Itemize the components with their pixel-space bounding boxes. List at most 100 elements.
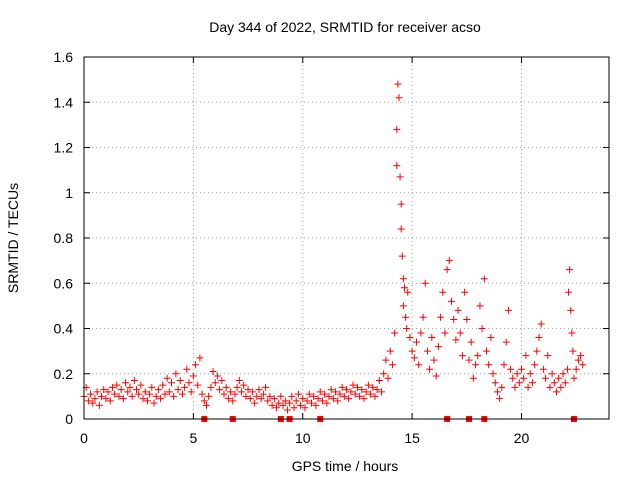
data-point: [539, 365, 547, 373]
x-axis-label: GPS time / hours: [292, 458, 399, 474]
data-point: [343, 386, 350, 394]
data-point: [108, 383, 116, 391]
data-point: [301, 404, 309, 412]
data-point: [439, 288, 447, 296]
tick-labels: 0 5 10 15 20 0 0.2 0.4 0.6 0.8 1 1.2 1.4 1.6: [54, 49, 530, 446]
data-point: [550, 379, 558, 387]
data-point: [391, 329, 399, 337]
data-point: [275, 399, 283, 407]
data-point: [148, 383, 156, 391]
data-point: [448, 297, 455, 305]
y-tick-label: 0.4: [54, 321, 74, 337]
data-point: [367, 390, 375, 398]
x-tick-label: 5: [189, 430, 197, 446]
data-point: [268, 401, 276, 409]
data-point: [397, 200, 405, 208]
data-point: [310, 392, 318, 400]
data-point: [299, 395, 307, 403]
data-point: [502, 338, 510, 346]
data-point: [349, 381, 357, 389]
data-point: [572, 365, 580, 373]
data-point: [194, 381, 202, 389]
data-point: [450, 315, 458, 323]
data-point: [347, 388, 355, 396]
x-tick-label: 15: [404, 430, 420, 446]
data-point: [334, 397, 342, 405]
data-point: [196, 354, 204, 362]
data-point: [458, 352, 466, 360]
data-point: [413, 338, 420, 346]
y-tick-label: 1.4: [54, 94, 74, 110]
data-point: [168, 379, 175, 387]
data-point: [117, 386, 125, 394]
data-point: [187, 388, 195, 396]
data-point: [209, 367, 217, 375]
data-point: [159, 381, 167, 389]
data-point: [130, 377, 138, 385]
data-point: [338, 383, 346, 391]
data-point: [498, 383, 506, 391]
data-point: [297, 401, 305, 409]
data-point: [135, 390, 143, 398]
data-point: [321, 390, 329, 398]
data-point: [437, 313, 445, 321]
data-point: [489, 370, 497, 378]
data-point: [279, 401, 287, 409]
chart-title: Day 344 of 2022, SRMTID for receiver acs…: [209, 19, 481, 35]
data-point: [238, 388, 245, 396]
data-point: [408, 347, 416, 355]
data-point: [496, 395, 504, 403]
data-point: [143, 397, 151, 405]
data-point: [246, 395, 254, 403]
data-point: [553, 388, 560, 396]
data-point: [356, 392, 364, 400]
data-point: [568, 329, 576, 337]
data-point: [262, 383, 270, 391]
data-point: [98, 392, 105, 400]
data-point: [244, 386, 252, 394]
data-point: [483, 347, 490, 355]
data-point: [161, 390, 169, 398]
data-point: [126, 383, 134, 391]
data-point: [565, 288, 573, 296]
data-point: [84, 397, 92, 405]
data-point: [314, 395, 322, 403]
data-point: [403, 325, 411, 332]
data-point: [561, 379, 569, 387]
data-point: [229, 397, 237, 405]
data-point: [441, 329, 449, 337]
data-point: [373, 386, 381, 394]
data-point: [257, 395, 265, 403]
data-point: [303, 397, 311, 405]
data-point: [515, 379, 523, 387]
data-point: [146, 390, 154, 398]
data-point: [504, 306, 512, 314]
data-point: [318, 397, 326, 405]
data-point: [404, 288, 412, 296]
data-point: [443, 266, 451, 274]
data-point: [95, 401, 103, 409]
y-tick-label: 1.2: [54, 140, 74, 156]
data-point: [402, 313, 410, 321]
y-tick-label: 1: [65, 185, 73, 201]
data-point: [305, 390, 313, 398]
data-point: [213, 372, 221, 380]
data-point: [172, 370, 180, 378]
data-point: [220, 390, 228, 398]
data-point: [364, 381, 372, 389]
data-point: [577, 352, 585, 360]
data-point: [277, 392, 285, 400]
data-point: [559, 370, 567, 378]
data-point: [325, 392, 333, 400]
data-point: [200, 397, 208, 405]
data-point: [480, 275, 488, 283]
data-point: [452, 336, 460, 344]
data-point: [557, 383, 565, 391]
data-point: [524, 383, 532, 391]
data-point: [176, 377, 184, 385]
data-point: [251, 399, 259, 407]
data-point: [434, 343, 442, 351]
data-point: [205, 392, 213, 400]
data-point: [375, 377, 383, 385]
y-tick-label: 0: [65, 411, 73, 427]
